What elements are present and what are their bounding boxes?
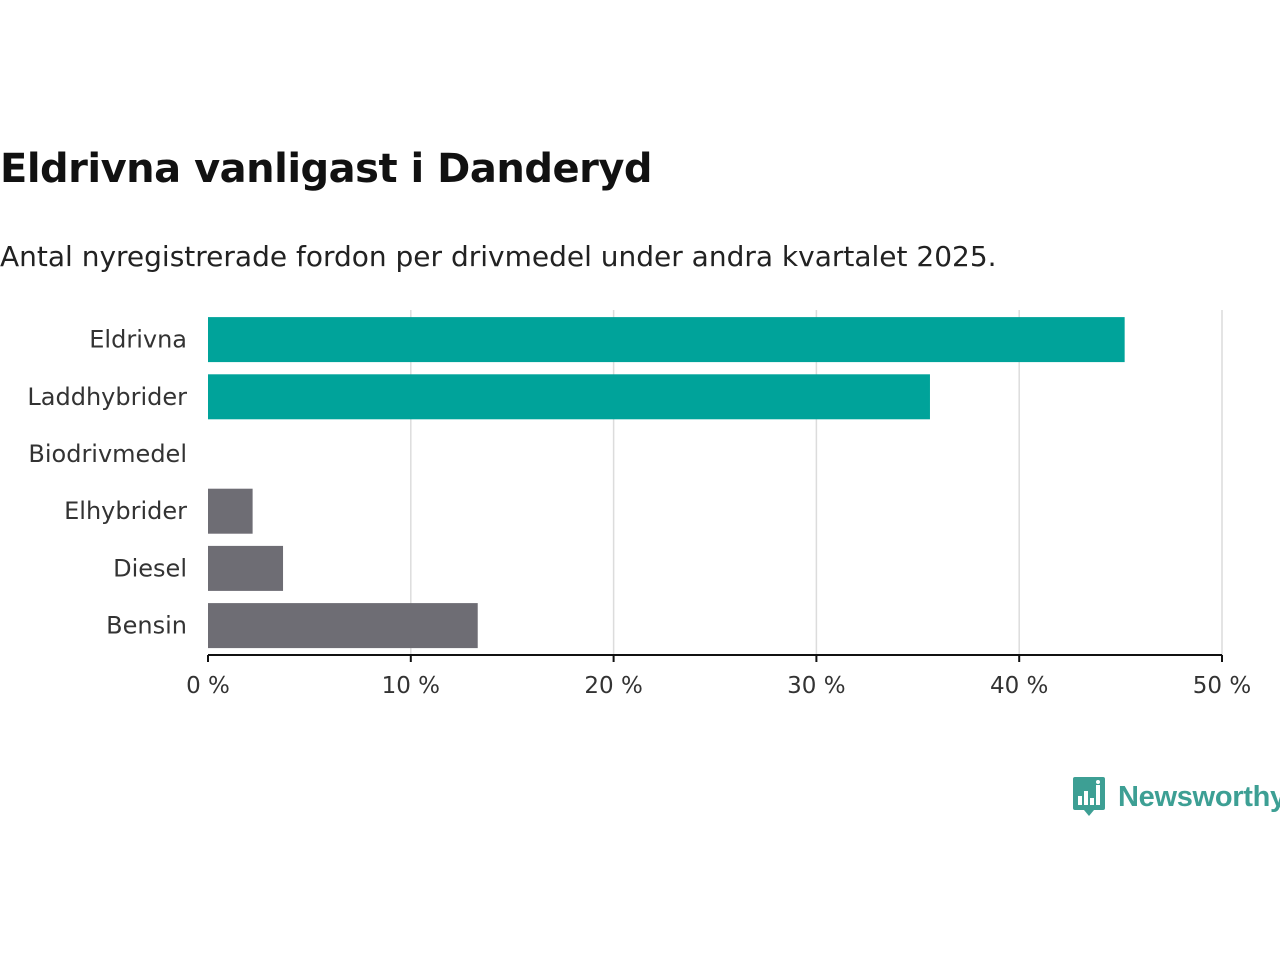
- chart-subtitle: Antal nyregistrerade fordon per drivmede…: [0, 240, 997, 273]
- bar-elhybrider: [208, 488, 253, 534]
- gridlines: [410, 310, 1223, 655]
- x-tick-label: 0 %: [186, 673, 230, 699]
- category-label: Elhybrider: [64, 497, 187, 525]
- x-tick-label: 30 %: [787, 673, 845, 699]
- bar-chart: Eldrivna Laddhybrider Biodrivmedel Elhybrid…: [27, 310, 1251, 699]
- bar-diesel: [208, 545, 284, 591]
- category-label: Eldrivna: [89, 326, 187, 354]
- category-label: Biodrivmedel: [28, 440, 187, 468]
- x-tick-label: 50 %: [1193, 673, 1251, 699]
- category-label: Diesel: [113, 554, 187, 582]
- category-label: Bensin: [106, 612, 187, 640]
- brand-name: Newsworthy: [1118, 780, 1280, 813]
- bars: [208, 317, 1125, 649]
- x-tick-label: 20 %: [584, 673, 642, 699]
- category-label: Laddhybrider: [27, 383, 187, 411]
- chart-title: Eldrivna vanligast i Danderyd: [0, 146, 653, 192]
- category-labels: Eldrivna Laddhybrider Biodrivmedel Elhybrid…: [27, 326, 187, 640]
- x-tick-label: 40 %: [990, 673, 1048, 699]
- bar-eldrivna: [208, 317, 1125, 363]
- newsworthy-brand: Newsworthy: [1072, 776, 1280, 818]
- x-axis: 0 % 10 % 20 % 30 % 40 % 50 %: [186, 654, 1251, 699]
- bar-bensin: [208, 603, 478, 649]
- newsworthy-logo-icon: [1073, 777, 1105, 816]
- x-tick-label: 10 %: [382, 673, 440, 699]
- bar-laddhybrider: [208, 374, 930, 420]
